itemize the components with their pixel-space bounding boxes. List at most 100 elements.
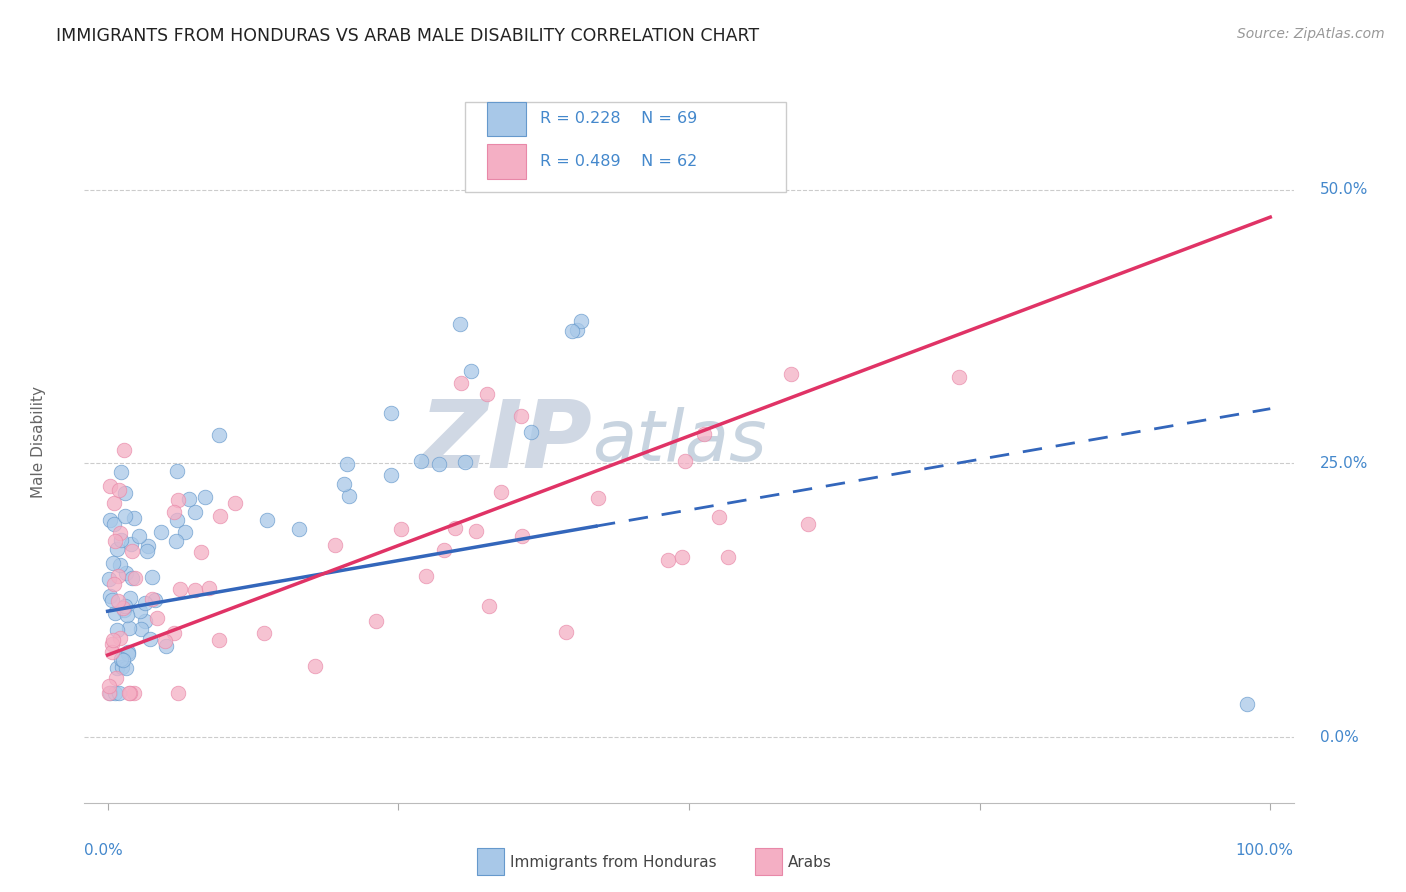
- Point: [364, 615, 387, 629]
- Point: [673, 454, 696, 468]
- Point: [122, 686, 145, 700]
- Point: [114, 486, 136, 500]
- Point: [177, 492, 200, 507]
- Text: 25.0%: 25.0%: [1320, 456, 1368, 471]
- Point: [118, 686, 141, 700]
- Point: [105, 623, 128, 637]
- Point: [252, 626, 274, 640]
- Point: [110, 651, 132, 665]
- Point: [489, 485, 512, 500]
- Point: [208, 632, 231, 647]
- Point: [380, 467, 402, 482]
- Point: [465, 524, 488, 538]
- Point: [450, 376, 472, 391]
- Point: [104, 686, 127, 700]
- Point: [454, 455, 477, 469]
- Point: [380, 406, 402, 420]
- Point: [304, 659, 326, 673]
- Point: [460, 364, 482, 378]
- Text: 50.0%: 50.0%: [1320, 182, 1368, 197]
- Point: [107, 593, 129, 607]
- Point: [183, 582, 205, 597]
- Point: [207, 427, 229, 442]
- Point: [475, 387, 498, 401]
- Point: [98, 679, 121, 693]
- Point: [162, 626, 184, 640]
- Point: [112, 601, 135, 615]
- Point: [118, 686, 141, 700]
- Point: [671, 549, 693, 564]
- Point: [103, 556, 125, 570]
- Point: [256, 513, 278, 527]
- FancyBboxPatch shape: [465, 102, 786, 193]
- Point: [555, 625, 578, 640]
- Point: [449, 318, 471, 332]
- Point: [110, 631, 132, 645]
- Point: [149, 525, 172, 540]
- Point: [509, 409, 531, 423]
- Bar: [486, 102, 526, 136]
- Point: [510, 529, 533, 543]
- Point: [569, 314, 592, 328]
- Point: [717, 549, 740, 564]
- Point: [100, 637, 122, 651]
- Text: 100.0%: 100.0%: [1236, 843, 1294, 857]
- Point: [114, 599, 136, 614]
- Point: [98, 513, 121, 527]
- Point: [337, 489, 360, 503]
- Point: [100, 645, 122, 659]
- Point: [110, 533, 132, 547]
- Point: [115, 566, 138, 580]
- Point: [124, 510, 146, 524]
- Text: IMMIGRANTS FROM HONDURAS VS ARAB MALE DISABILITY CORRELATION CHART: IMMIGRANTS FROM HONDURAS VS ARAB MALE DI…: [56, 27, 759, 45]
- Point: [707, 509, 730, 524]
- Point: [110, 465, 132, 479]
- Text: Arabs: Arabs: [789, 855, 832, 870]
- Point: [103, 517, 125, 532]
- Text: ZIP: ZIP: [419, 395, 592, 488]
- Point: [103, 577, 125, 591]
- Point: [104, 534, 127, 549]
- Point: [389, 522, 412, 536]
- Point: [169, 582, 191, 596]
- Text: Immigrants from Honduras: Immigrants from Honduras: [510, 855, 717, 870]
- Text: Male Disability: Male Disability: [31, 385, 46, 498]
- Point: [586, 491, 609, 505]
- Point: [97, 572, 120, 586]
- Point: [112, 442, 135, 457]
- Point: [108, 483, 131, 497]
- Point: [98, 686, 121, 700]
- Point: [779, 367, 801, 381]
- Point: [104, 671, 127, 685]
- Point: [325, 538, 347, 552]
- Point: [336, 457, 359, 471]
- Point: [519, 425, 541, 439]
- Point: [101, 632, 124, 647]
- Point: [136, 539, 159, 553]
- Point: [121, 571, 143, 585]
- Point: [184, 504, 207, 518]
- Point: [478, 599, 501, 613]
- Point: [167, 492, 190, 507]
- Point: [166, 686, 188, 700]
- Point: [409, 454, 432, 468]
- Point: [224, 496, 246, 510]
- Text: atlas: atlas: [592, 407, 766, 476]
- Point: [146, 610, 169, 624]
- Point: [134, 596, 156, 610]
- Point: [139, 632, 162, 646]
- Point: [110, 525, 132, 540]
- Text: R = 0.228    N = 69: R = 0.228 N = 69: [540, 112, 697, 127]
- Point: [141, 591, 163, 606]
- Point: [174, 524, 197, 539]
- Point: [98, 686, 121, 700]
- Point: [796, 517, 818, 532]
- Point: [198, 582, 221, 596]
- Point: [166, 534, 188, 549]
- Point: [98, 589, 121, 603]
- Point: [110, 660, 132, 674]
- Point: [1236, 698, 1258, 712]
- Point: [112, 653, 135, 667]
- Bar: [478, 847, 503, 875]
- Point: [287, 522, 309, 536]
